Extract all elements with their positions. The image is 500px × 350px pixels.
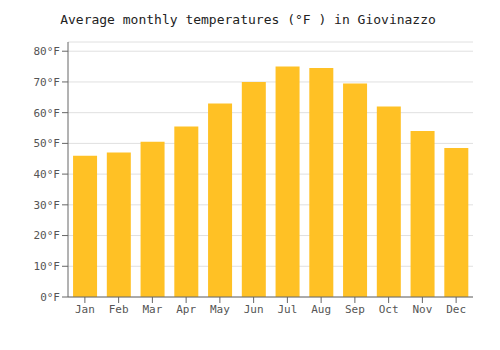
svg-text:Feb: Feb	[109, 303, 129, 316]
svg-text:Jun: Jun	[244, 303, 264, 316]
svg-text:20°F: 20°F	[34, 229, 61, 242]
svg-text:May: May	[210, 303, 230, 316]
svg-text:80°F: 80°F	[34, 45, 61, 58]
svg-text:Mar: Mar	[142, 303, 162, 316]
svg-text:Jul: Jul	[277, 303, 297, 316]
svg-text:30°F: 30°F	[34, 199, 61, 212]
svg-text:50°F: 50°F	[34, 137, 61, 150]
svg-text:60°F: 60°F	[34, 107, 61, 120]
svg-text:Oct: Oct	[379, 303, 399, 316]
svg-text:Aug: Aug	[311, 303, 331, 316]
html-text:Average monthly temperatures (: Average monthly temperatures (°F ) in Gi…	[60, 12, 436, 27]
svg-text:40°F: 40°F	[34, 168, 61, 181]
svg-text:Dec: Dec	[446, 303, 466, 316]
svg-text:10°F: 10°F	[34, 260, 61, 273]
svg-text:Nov: Nov	[412, 303, 432, 316]
svg-text:Sep: Sep	[345, 303, 365, 316]
svg-text:70°F: 70°F	[34, 76, 61, 89]
svg-text:0°F: 0°F	[40, 291, 60, 304]
svg-text:Jan: Jan	[75, 303, 95, 316]
svg-text:Apr: Apr	[176, 303, 196, 316]
